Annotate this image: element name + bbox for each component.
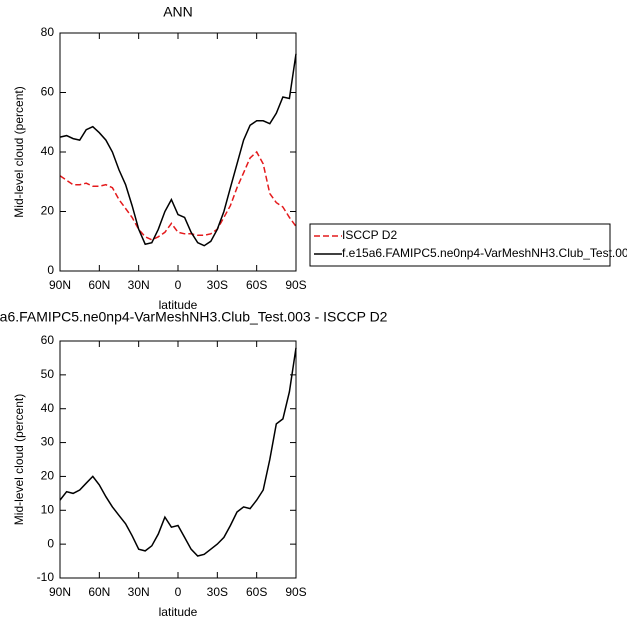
- data-line: [59, 347, 297, 557]
- y-tick-label: 60: [41, 85, 55, 99]
- x-tick-label: 30S: [207, 585, 228, 599]
- x-tick-label: 90S: [285, 585, 306, 599]
- y-tick-label: 80: [41, 25, 55, 39]
- y-tick-label: -10: [37, 570, 55, 584]
- x-tick-label: 60S: [246, 278, 267, 292]
- y-tick-label: 40: [41, 144, 55, 158]
- legend-box: [309, 223, 611, 267]
- y-tick-label: 30: [41, 435, 55, 449]
- x-axis-label: latitude: [159, 605, 198, 619]
- x-tick-label: 30N: [128, 585, 150, 599]
- legend-label: ISCCP D2: [342, 228, 397, 242]
- x-tick-label: 30N: [128, 278, 150, 292]
- plot-frame: [59, 32, 297, 272]
- x-axis-label: latitude: [159, 298, 198, 312]
- x-tick-label: 60S: [246, 585, 267, 599]
- x-tick-label: 0: [175, 278, 182, 292]
- y-tick-label: 0: [47, 263, 54, 277]
- y-tick-label: 20: [41, 469, 55, 483]
- y-tick-label: 40: [41, 401, 55, 415]
- legend: ISCCP D2 f.e15a6.FAMIPC5.ne0np4-VarMeshNH…: [309, 223, 627, 267]
- legend-label: f.e15a6.FAMIPC5.ne0np4-VarMeshNH3.Club_T…: [342, 246, 627, 260]
- y-tick-label: 60: [41, 333, 55, 347]
- y-axis-label: Mid-level cloud (percent): [12, 394, 26, 525]
- y-tick-label: 10: [41, 502, 55, 516]
- x-tick-label: 60N: [88, 278, 110, 292]
- data-line: [59, 150, 297, 241]
- chart-title: f.e15a6.FAMIPC5.ne0np4-VarMeshNH3.Club_T…: [0, 309, 388, 325]
- x-tick-label: 90N: [49, 585, 71, 599]
- data-line: [59, 53, 297, 247]
- x-tick-label: 90S: [285, 278, 306, 292]
- x-tick-label: 90N: [49, 278, 71, 292]
- x-tick-label: 30S: [207, 278, 228, 292]
- y-axis-label: Mid-level cloud (percent): [12, 86, 26, 217]
- y-tick-label: 20: [41, 204, 55, 218]
- chart-title: ANN: [163, 4, 193, 20]
- plot-frame: [59, 340, 297, 579]
- y-tick-label: 0: [47, 536, 54, 550]
- x-tick-label: 0: [175, 585, 182, 599]
- y-tick-label: 50: [41, 367, 55, 381]
- x-tick-label: 60N: [88, 585, 110, 599]
